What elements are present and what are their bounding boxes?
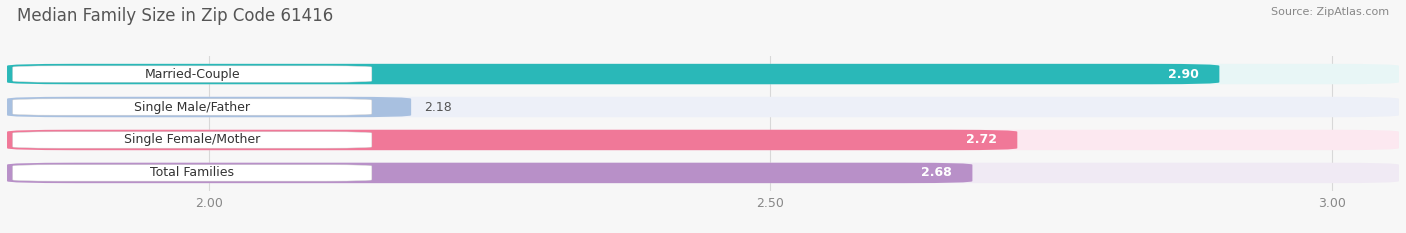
Text: 2.18: 2.18 <box>425 100 453 113</box>
FancyBboxPatch shape <box>7 97 1399 117</box>
FancyBboxPatch shape <box>7 163 973 183</box>
FancyBboxPatch shape <box>7 97 411 117</box>
Text: 2.68: 2.68 <box>921 166 952 179</box>
FancyBboxPatch shape <box>7 64 1399 84</box>
FancyBboxPatch shape <box>13 99 371 115</box>
FancyBboxPatch shape <box>7 64 1219 84</box>
Text: Single Male/Father: Single Male/Father <box>134 100 250 113</box>
Text: Source: ZipAtlas.com: Source: ZipAtlas.com <box>1271 7 1389 17</box>
Text: 2.72: 2.72 <box>966 134 997 147</box>
FancyBboxPatch shape <box>7 130 1399 150</box>
FancyBboxPatch shape <box>7 130 1018 150</box>
Text: Total Families: Total Families <box>150 166 235 179</box>
Text: Single Female/Mother: Single Female/Mother <box>124 134 260 147</box>
FancyBboxPatch shape <box>13 165 371 181</box>
FancyBboxPatch shape <box>7 163 1399 183</box>
FancyBboxPatch shape <box>13 132 371 148</box>
Text: Married-Couple: Married-Couple <box>145 68 240 81</box>
Text: Median Family Size in Zip Code 61416: Median Family Size in Zip Code 61416 <box>17 7 333 25</box>
FancyBboxPatch shape <box>13 66 371 82</box>
Text: 2.90: 2.90 <box>1168 68 1199 81</box>
